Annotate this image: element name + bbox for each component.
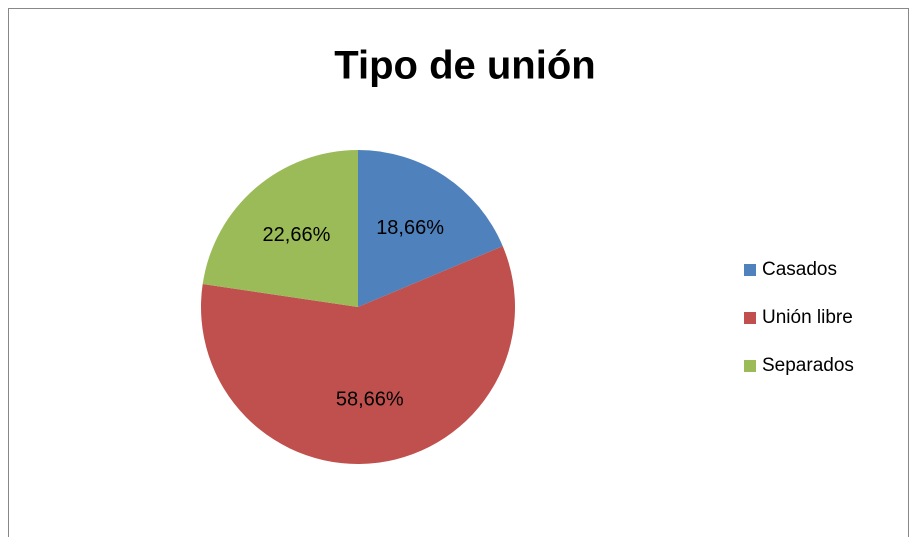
chart-title: Tipo de unión bbox=[334, 44, 595, 88]
legend-label: Casados bbox=[762, 259, 837, 280]
legend-swatch bbox=[744, 360, 756, 372]
legend-swatch bbox=[744, 312, 756, 324]
data-label: 22,66% bbox=[263, 224, 331, 246]
legend-swatch bbox=[744, 264, 756, 276]
data-label: 58,66% bbox=[336, 389, 404, 411]
pie-slice bbox=[200, 246, 515, 465]
legend-label: Unión libre bbox=[762, 307, 853, 328]
pie-slice bbox=[358, 150, 503, 307]
chart-frame bbox=[8, 8, 909, 537]
legend-label: Separados bbox=[762, 355, 854, 376]
data-label: 18,66% bbox=[376, 217, 444, 239]
pie-slice bbox=[202, 150, 358, 307]
